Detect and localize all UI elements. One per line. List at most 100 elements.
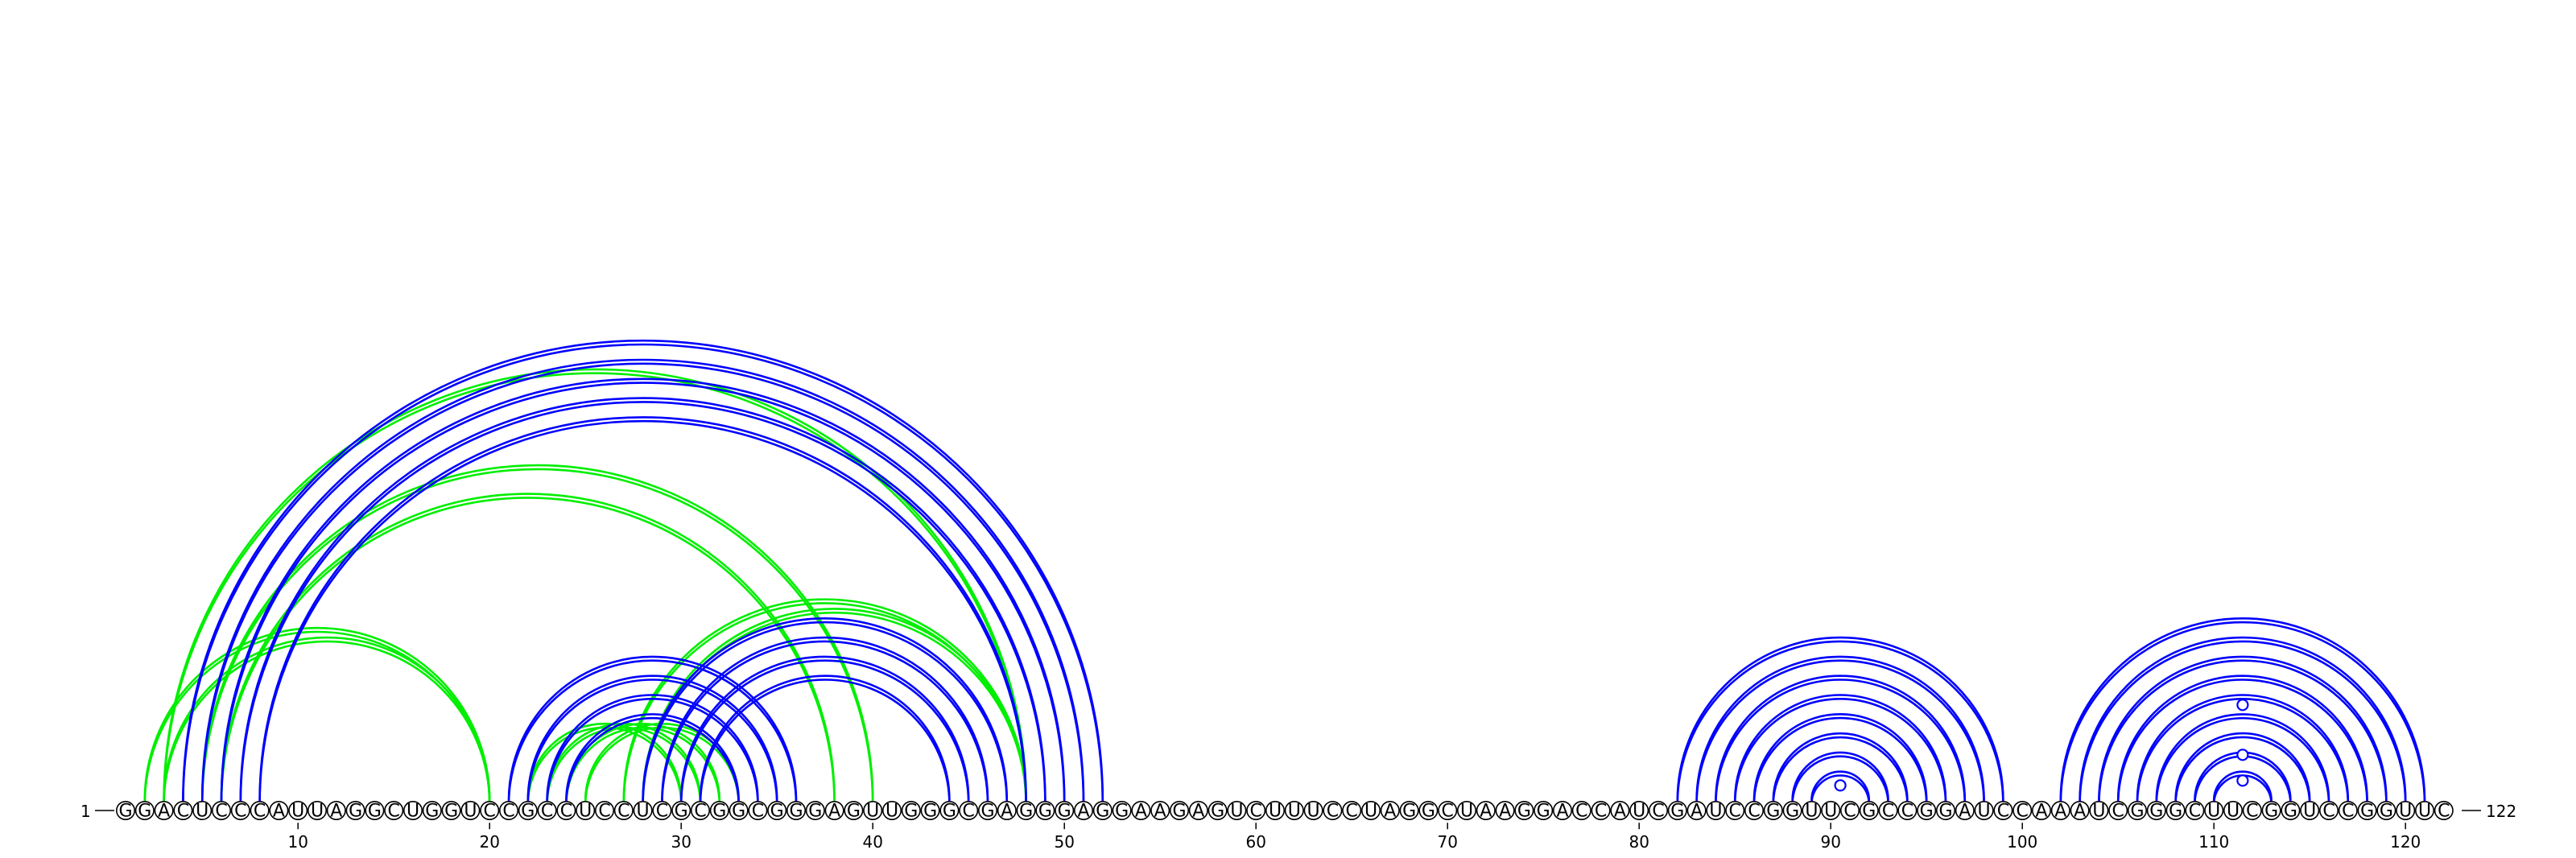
- nucleotide-letter: A: [273, 802, 285, 822]
- nucleotide-circle: [1399, 800, 1419, 820]
- nucleotide-letter: G: [1402, 802, 1416, 822]
- nucleotide-49: G: [1035, 800, 1055, 822]
- nucleotide-circle: [1265, 800, 1286, 820]
- nucleotide-letter: A: [828, 802, 840, 822]
- nucleotide-letter: C: [541, 802, 553, 822]
- blue-pair-arc-83-98: [1695, 655, 1985, 801]
- nucleotide-letter: G: [943, 802, 956, 822]
- blue-pair-arc-110-113: [2212, 770, 2273, 801]
- nucleotide-letter: C: [254, 802, 266, 822]
- green-pair-arc-27-48: [622, 598, 1027, 801]
- nucleotide-circle: [1418, 800, 1439, 820]
- nucleotide-letter: G: [1670, 802, 1684, 822]
- nucleotide-47: A: [997, 800, 1017, 822]
- nucleotide-90: U: [1821, 800, 1841, 822]
- nucleotide-circle: [230, 800, 250, 820]
- nucleotide-letter: C: [752, 802, 764, 822]
- nucleotide-circle: [402, 800, 423, 820]
- nucleotide-letter: A: [330, 802, 342, 822]
- nucleotide-91: C: [1840, 800, 1860, 822]
- nucleotide-circle: [2357, 800, 2377, 820]
- blue-pair-arc-30-45: [679, 655, 970, 801]
- nucleotide-letter: C: [598, 802, 610, 822]
- nucleotide-69: G: [1418, 800, 1439, 822]
- green-pair-arc-3-20: [163, 636, 491, 801]
- nucleotide-letter: G: [2130, 802, 2144, 822]
- nucleotide-letter: U: [464, 802, 477, 822]
- nucleotide-letter: U: [637, 802, 650, 822]
- blue-pair-arc-83-98: [1695, 659, 1985, 805]
- nucleotide-circle: [709, 800, 729, 820]
- nucleotide-letter: A: [1001, 802, 1013, 822]
- nucleotide-99: C: [1993, 800, 2013, 822]
- nucleotide-letter: G: [980, 802, 994, 822]
- nucleotide-letter: G: [847, 802, 861, 822]
- nucleotide-letter: U: [1978, 802, 1991, 822]
- nucleotide-21: C: [498, 800, 518, 822]
- nucleotide-circle: [556, 800, 576, 820]
- nucleotide-letter: C: [1882, 802, 1894, 822]
- nucleotide-letter: C: [617, 802, 630, 822]
- nucleotide-50: G: [1055, 800, 1075, 822]
- nucleotide-letter: C: [388, 802, 400, 822]
- nucleotide-letter: C: [1901, 802, 1913, 822]
- nucleotide-108: G: [2165, 800, 2186, 822]
- tick-label-30: 30: [671, 832, 691, 852]
- nucleotide-circle: [2089, 800, 2109, 820]
- nucleotide-letter: A: [1959, 802, 1971, 822]
- nucleotide-circle: [1361, 800, 1381, 820]
- nucleotide-circle: [1035, 800, 1055, 820]
- blue-pair-arc-107-116: [2155, 716, 2330, 805]
- blue-pair-arc-85-96: [1733, 698, 1947, 805]
- nucleotide-circle: [326, 800, 346, 820]
- nucleotide-circle: [1629, 800, 1649, 820]
- tick-label-120: 120: [2390, 832, 2421, 852]
- nucleotide-circle: [1667, 800, 1687, 820]
- nucleotide-letter: G: [712, 802, 726, 822]
- blue-pair-arc-88-93: [1791, 751, 1889, 801]
- nucleotide-circle: [2300, 800, 2320, 820]
- blue-pair-arc-87-94: [1772, 732, 1909, 801]
- nucleotide-circle: [211, 800, 231, 820]
- nucleotide-circle: [1936, 800, 1956, 820]
- nucleotide-110: U: [2204, 800, 2224, 822]
- nucleotide-circle: [2281, 800, 2301, 820]
- nucleotide-letter: C: [215, 802, 227, 822]
- nucleotide-circle: [1649, 800, 1669, 820]
- nucleotide-circle: [882, 800, 902, 820]
- nucleotide-letter: G: [349, 802, 362, 822]
- nucleotide-circle: [920, 800, 940, 820]
- nucleotide-119: G: [2376, 800, 2396, 822]
- nucleotide-circle: [2032, 800, 2052, 820]
- nucleotide-circle: [116, 800, 136, 820]
- nucleotide-12: A: [326, 800, 346, 822]
- nucleotide-46: G: [978, 800, 998, 822]
- nucleotide-circle: [1571, 800, 1591, 820]
- nucleotide-11: U: [307, 800, 327, 822]
- nucleotide-letter: C: [1327, 802, 1339, 822]
- nucleotide-74: G: [1514, 800, 1534, 822]
- nucleotide-circle: [594, 800, 614, 820]
- green-pair-arc-3-20: [163, 640, 491, 805]
- nucleotide-letter: C: [177, 802, 189, 822]
- nucleotide-77: C: [1571, 800, 1591, 822]
- nucleotide-letter: C: [1997, 802, 2009, 822]
- nucleotide-57: A: [1188, 800, 1208, 822]
- nucleotide-34: C: [748, 800, 768, 822]
- nucleotide-letter: U: [1288, 802, 1301, 822]
- nucleotide-letter: C: [484, 802, 496, 822]
- nucleotide-circle: [1284, 800, 1304, 820]
- blue-pair-arc-108-115: [2174, 736, 2311, 805]
- nucleotide-letter: U: [1709, 802, 1722, 822]
- nucleotide-circle: [1821, 800, 1841, 820]
- nucleotide-circle: [345, 800, 365, 820]
- nucleotide-33: G: [729, 800, 749, 822]
- nucleotide-circle: [460, 800, 481, 820]
- nucleotide-79: A: [1610, 800, 1630, 822]
- nucleotide-93: C: [1878, 800, 1898, 822]
- nucleotide-31: C: [690, 800, 710, 822]
- nucleotide-circle: [1112, 800, 1132, 820]
- nucleotide-8: C: [250, 800, 270, 822]
- nucleotide-letter: C: [2342, 802, 2354, 822]
